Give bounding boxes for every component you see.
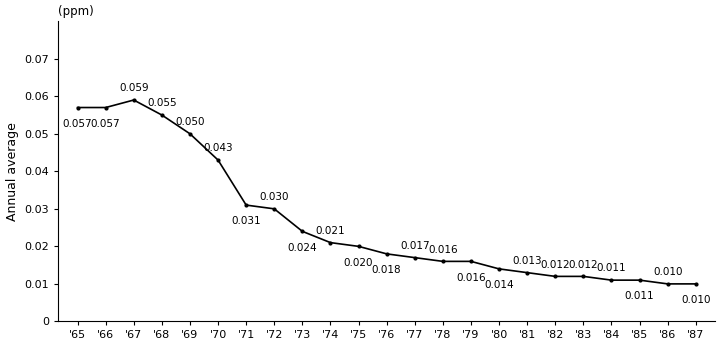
Text: (ppm): (ppm) — [58, 5, 94, 18]
Text: 0.011: 0.011 — [625, 291, 655, 301]
Text: 0.010: 0.010 — [653, 267, 682, 277]
Text: 0.021: 0.021 — [316, 226, 345, 236]
Text: 0.016: 0.016 — [456, 273, 486, 283]
Text: 0.030: 0.030 — [260, 192, 289, 202]
Text: 0.017: 0.017 — [400, 241, 430, 251]
Text: 0.057: 0.057 — [63, 119, 92, 129]
Text: 0.050: 0.050 — [175, 117, 205, 127]
Text: 0.043: 0.043 — [203, 143, 233, 153]
Text: 0.016: 0.016 — [428, 245, 458, 255]
Text: 0.012: 0.012 — [569, 260, 598, 270]
Text: 0.010: 0.010 — [681, 295, 710, 305]
Text: 0.055: 0.055 — [147, 98, 177, 108]
Text: 0.024: 0.024 — [288, 243, 317, 253]
Text: 0.012: 0.012 — [541, 260, 570, 270]
Text: 0.014: 0.014 — [485, 280, 514, 290]
Text: 0.011: 0.011 — [597, 263, 627, 273]
Text: 0.031: 0.031 — [231, 216, 261, 226]
Text: 0.018: 0.018 — [372, 265, 402, 275]
Text: 0.057: 0.057 — [91, 119, 120, 129]
Text: 0.020: 0.020 — [344, 258, 373, 267]
Y-axis label: Annual average: Annual average — [6, 122, 19, 221]
Text: 0.059: 0.059 — [119, 83, 149, 93]
Text: 0.013: 0.013 — [513, 256, 542, 266]
